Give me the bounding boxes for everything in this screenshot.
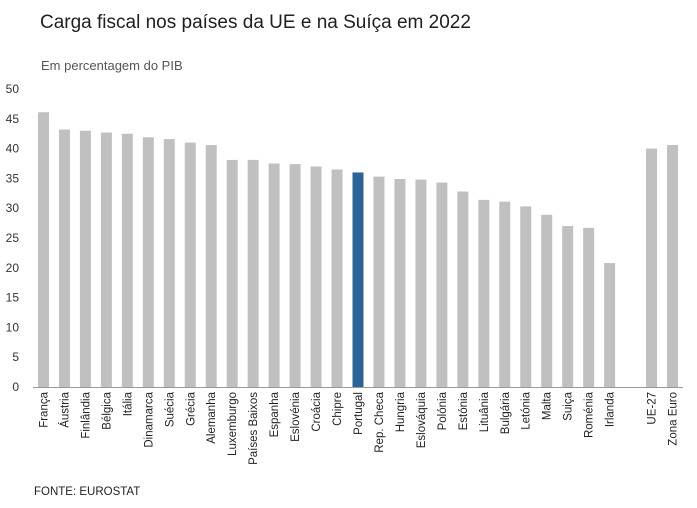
y-tick-label: 0 bbox=[12, 380, 19, 394]
x-tick-label: França bbox=[38, 391, 50, 427]
bar bbox=[58, 129, 70, 387]
x-tick-label: Grécia bbox=[185, 391, 197, 425]
x-tick-label: Roménia bbox=[584, 391, 596, 438]
bar bbox=[37, 112, 49, 388]
x-tick-label: Luxemburgo bbox=[227, 392, 239, 456]
x-tick-label: Áustria bbox=[58, 391, 71, 427]
bars bbox=[37, 112, 679, 388]
y-tick-label: 10 bbox=[6, 320, 20, 334]
x-tick-label: Chipre bbox=[332, 392, 344, 426]
y-tick-label: 35 bbox=[6, 171, 20, 185]
y-tick-label: 45 bbox=[6, 112, 20, 126]
x-tick-label: Letónia bbox=[521, 391, 533, 429]
bar bbox=[184, 142, 196, 387]
bar bbox=[478, 199, 490, 387]
bar bbox=[205, 145, 217, 387]
x-tick-label: Dinamarca bbox=[143, 391, 155, 447]
x-tick-label: UE-27 bbox=[647, 392, 659, 425]
bar bbox=[520, 206, 532, 387]
bar bbox=[394, 179, 406, 387]
bar bbox=[667, 145, 679, 387]
bar bbox=[121, 133, 133, 387]
x-tick-label: Hungria bbox=[395, 391, 407, 432]
y-tick-label: 5 bbox=[12, 350, 19, 364]
x-tick-label: Rep. Checa bbox=[374, 391, 386, 452]
x-tick-label: Polónia bbox=[437, 391, 449, 430]
y-tick-label: 30 bbox=[6, 201, 20, 215]
bar bbox=[142, 137, 154, 387]
x-tick-label: Finlândia bbox=[80, 391, 92, 438]
bar bbox=[352, 172, 364, 387]
bar bbox=[226, 159, 238, 387]
x-tick-label: Eslováquia bbox=[416, 391, 428, 448]
x-tick-label: Bulgária bbox=[500, 391, 512, 434]
bar bbox=[604, 263, 616, 387]
x-tick-label: Itália bbox=[122, 391, 134, 416]
bar bbox=[289, 164, 301, 387]
y-tick-label: 25 bbox=[6, 231, 20, 245]
source-note: FONTE: EUROSTAT bbox=[34, 486, 141, 498]
y-tick-label: 50 bbox=[6, 82, 20, 96]
bar bbox=[373, 176, 385, 387]
bar bbox=[310, 166, 322, 387]
x-tick-label: Malta bbox=[542, 391, 554, 420]
x-tick-label: Alemanha bbox=[206, 391, 218, 443]
bar bbox=[499, 201, 511, 387]
x-tick-label: Zona Euro bbox=[668, 392, 680, 446]
x-tick-label: Eslovénia bbox=[290, 391, 302, 441]
x-axis: França Áustria Finlândia Bélgica Itália Dinam… bbox=[33, 387, 683, 465]
x-tick-label: Países Baixos bbox=[248, 392, 260, 465]
x-tick-label: Bélgica bbox=[101, 391, 113, 429]
chart-subtitle: Em percentagem do PIB bbox=[41, 58, 183, 73]
x-tick-label: Estónia bbox=[458, 391, 470, 430]
y-tick-label: 40 bbox=[6, 142, 20, 156]
x-tick-label: Croácia bbox=[311, 391, 323, 431]
bar bbox=[541, 214, 553, 387]
bar bbox=[583, 227, 595, 387]
x-tick-label: Espanha bbox=[269, 391, 281, 437]
bar bbox=[268, 163, 280, 387]
x-tick-label: Irlanda bbox=[605, 391, 617, 427]
bar bbox=[562, 226, 574, 387]
bar bbox=[163, 139, 175, 387]
x-tick-label: Suiça bbox=[563, 391, 575, 420]
y-tick-label: 15 bbox=[6, 291, 20, 305]
y-axis: 0 5 10 15 20 25 30 35 40 45 50 bbox=[6, 82, 20, 394]
bar bbox=[646, 148, 658, 387]
x-tick-label: Portugal bbox=[353, 392, 365, 435]
bar bbox=[247, 159, 259, 387]
bar bbox=[436, 182, 448, 387]
bar bbox=[331, 169, 343, 387]
chart-title: Carga fiscal nos países da UE e na Suíça… bbox=[40, 12, 471, 33]
x-tick-label: Suécia bbox=[164, 391, 176, 427]
bar bbox=[100, 132, 112, 387]
bar bbox=[457, 191, 469, 387]
x-tick-label: Lituânia bbox=[479, 391, 491, 432]
y-tick-label: 20 bbox=[6, 261, 20, 275]
bar bbox=[79, 130, 91, 387]
bar bbox=[415, 179, 427, 387]
